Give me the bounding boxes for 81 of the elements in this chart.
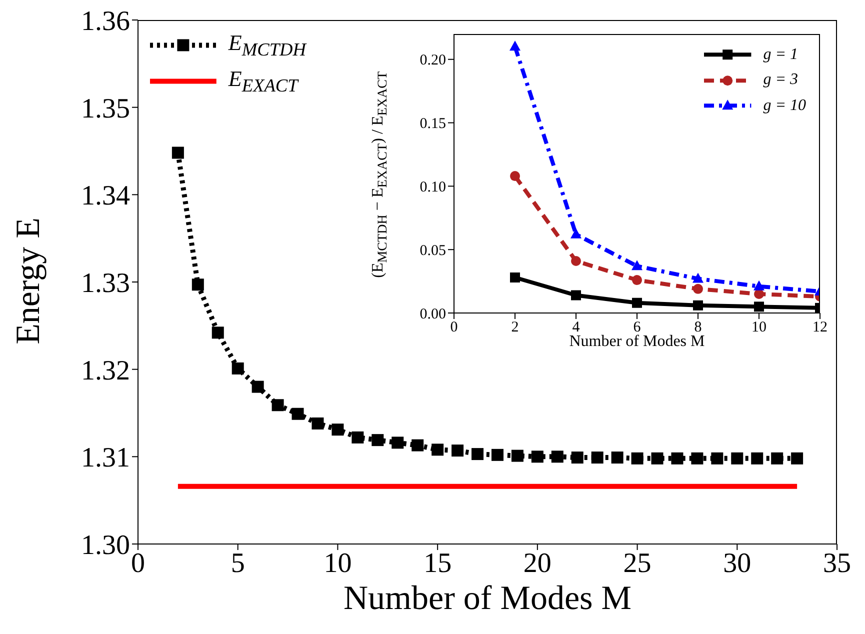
- point: [631, 452, 644, 464]
- legend-label: g = 3: [763, 71, 798, 90]
- y-tick-label: 1.36: [81, 6, 130, 37]
- x-tick-label: 0: [131, 548, 145, 579]
- point: [570, 228, 582, 238]
- point: [711, 452, 724, 464]
- y-tick-label: 0.05: [420, 242, 446, 259]
- point: [192, 278, 204, 291]
- point: [531, 450, 544, 463]
- point: [452, 444, 464, 457]
- point: [510, 171, 520, 182]
- point: [312, 417, 324, 430]
- point: [392, 436, 404, 449]
- point: [432, 444, 444, 456]
- x-tick-label: 35: [823, 548, 851, 579]
- x-axis-title: Number of Modes M: [342, 580, 633, 618]
- x-tick-label: 4: [572, 320, 580, 336]
- point: [172, 146, 184, 159]
- point: [651, 452, 664, 464]
- point: [212, 326, 224, 339]
- point: [252, 380, 264, 393]
- legend-label: g = 1: [763, 46, 798, 64]
- point: [292, 408, 304, 420]
- point: [571, 452, 584, 464]
- y-tick-label: 1.30: [81, 530, 130, 561]
- point: [551, 450, 564, 463]
- point: [754, 302, 764, 312]
- point: [693, 300, 703, 310]
- point: [571, 290, 581, 300]
- y-tick-label: 1.31: [81, 442, 130, 474]
- point: [571, 256, 581, 266]
- point: [510, 272, 520, 282]
- y-tick-label: 1.34: [81, 180, 130, 212]
- x-tick-label: 10: [324, 548, 352, 579]
- point: [691, 452, 704, 464]
- point: [751, 452, 764, 464]
- point: [591, 452, 604, 464]
- x-tick-label: 2: [511, 320, 519, 336]
- y-tick-label: 1.35: [81, 93, 130, 124]
- x-tick-label: 30: [723, 548, 752, 579]
- x-tick-label: 5: [230, 548, 245, 579]
- point: [491, 448, 504, 461]
- point: [771, 452, 784, 464]
- point: [632, 275, 642, 286]
- point: [352, 431, 364, 444]
- point: [372, 434, 384, 446]
- point: [232, 362, 244, 374]
- point: [693, 284, 703, 294]
- y-tick-label: 1.32: [81, 355, 130, 386]
- point: [412, 439, 424, 452]
- x-tick-label: 12: [812, 320, 828, 336]
- point: [632, 298, 642, 308]
- x-tick-label: 0: [450, 320, 458, 336]
- x-tick-label: 15: [424, 548, 452, 579]
- point: [692, 272, 704, 283]
- legend-label: g = 10: [763, 96, 806, 115]
- legend-label: E$_{MCTDH}$: [228, 30, 306, 61]
- y-tick-label: 0.20: [420, 52, 446, 69]
- point: [511, 450, 524, 462]
- point: [632, 260, 642, 270]
- point: [510, 40, 520, 51]
- point: [754, 280, 764, 290]
- point: [671, 452, 684, 464]
- x-tick-label: 10: [752, 320, 766, 336]
- x-axis-title: Number of Modes M: [569, 333, 705, 350]
- point: [272, 399, 284, 412]
- x-tick-label: 25: [623, 548, 652, 579]
- point: [611, 452, 624, 464]
- y-tick-label: 0.10: [420, 180, 446, 196]
- y-axis-title: Energy E: [10, 216, 48, 346]
- y-tick-label: 0.15: [420, 116, 446, 132]
- y-tick-label: 1.33: [81, 268, 130, 299]
- y-tick-label: 0.00: [420, 306, 446, 322]
- point: [472, 448, 484, 460]
- x-tick-label: 20: [523, 548, 552, 579]
- x-tick-label: 6: [633, 320, 642, 336]
- point: [791, 452, 804, 464]
- x-tick-label: 8: [694, 320, 702, 336]
- point: [731, 452, 744, 464]
- legend-label: E$_{EXACT}$: [228, 66, 298, 96]
- point: [332, 424, 344, 436]
